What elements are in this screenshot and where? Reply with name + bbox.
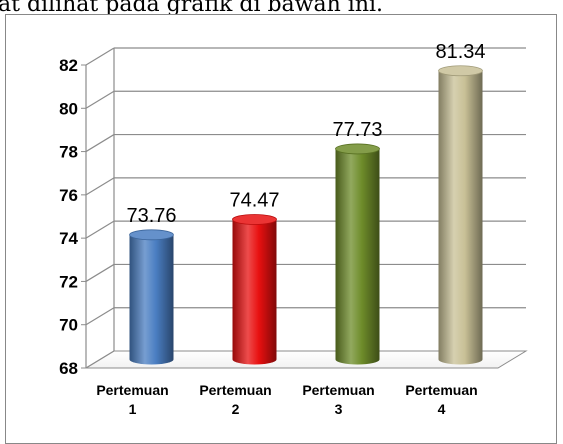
y-tick-label: 76 bbox=[59, 186, 78, 205]
bar-top bbox=[439, 66, 483, 76]
bar-top bbox=[336, 144, 380, 154]
bar-4 bbox=[439, 66, 483, 365]
chart-frame: 68 70 72 74 76 78 80 82 73.76 Pertemuan 1 74.47 Pert… bbox=[5, 14, 557, 444]
bar-body bbox=[130, 235, 174, 365]
data-label: 73.76 bbox=[126, 205, 176, 227]
gridline-diagonal bbox=[86, 48, 114, 65]
gridline-diagonal bbox=[86, 308, 114, 325]
gridline-diagonal bbox=[86, 178, 114, 195]
bars-layer bbox=[130, 66, 483, 365]
y-tick-label: 74 bbox=[59, 229, 78, 248]
gridline-diagonal bbox=[86, 135, 114, 152]
data-label: 81.34 bbox=[435, 41, 485, 63]
bar-3 bbox=[336, 144, 380, 365]
x-tick-label: Pertemuan bbox=[199, 382, 271, 398]
x-tick-label: 2 bbox=[232, 401, 240, 417]
data-label: 74.47 bbox=[229, 189, 279, 211]
x-tick-label: 4 bbox=[438, 401, 446, 417]
bar-body bbox=[439, 71, 483, 365]
y-tick-label: 72 bbox=[59, 272, 78, 291]
bar-1 bbox=[130, 230, 174, 365]
x-tick-label: Pertemuan bbox=[96, 382, 168, 398]
x-tick-label: 1 bbox=[129, 401, 137, 417]
data-label: 77.73 bbox=[332, 119, 382, 141]
bar-top bbox=[130, 230, 174, 240]
y-tick-label: 80 bbox=[59, 99, 78, 118]
x-tick-label: 3 bbox=[335, 401, 343, 417]
y-tick-label: 82 bbox=[59, 56, 78, 75]
bar-2 bbox=[233, 214, 277, 364]
y-tick-label: 68 bbox=[59, 359, 78, 378]
bar-body bbox=[233, 219, 277, 364]
x-tick-label: Pertemuan bbox=[405, 382, 477, 398]
bar-body bbox=[336, 149, 380, 365]
gridline-diagonal bbox=[86, 264, 114, 281]
bar-top bbox=[233, 214, 277, 224]
bar-chart: 68 70 72 74 76 78 80 82 73.76 Pertemuan 1 74.47 Pert… bbox=[6, 15, 558, 439]
x-tick-label: Pertemuan bbox=[302, 382, 374, 398]
gridline-diagonal bbox=[86, 91, 114, 108]
gridline-diagonal bbox=[86, 221, 114, 238]
y-tick-label: 78 bbox=[59, 143, 78, 162]
y-tick-label: 70 bbox=[59, 316, 78, 335]
